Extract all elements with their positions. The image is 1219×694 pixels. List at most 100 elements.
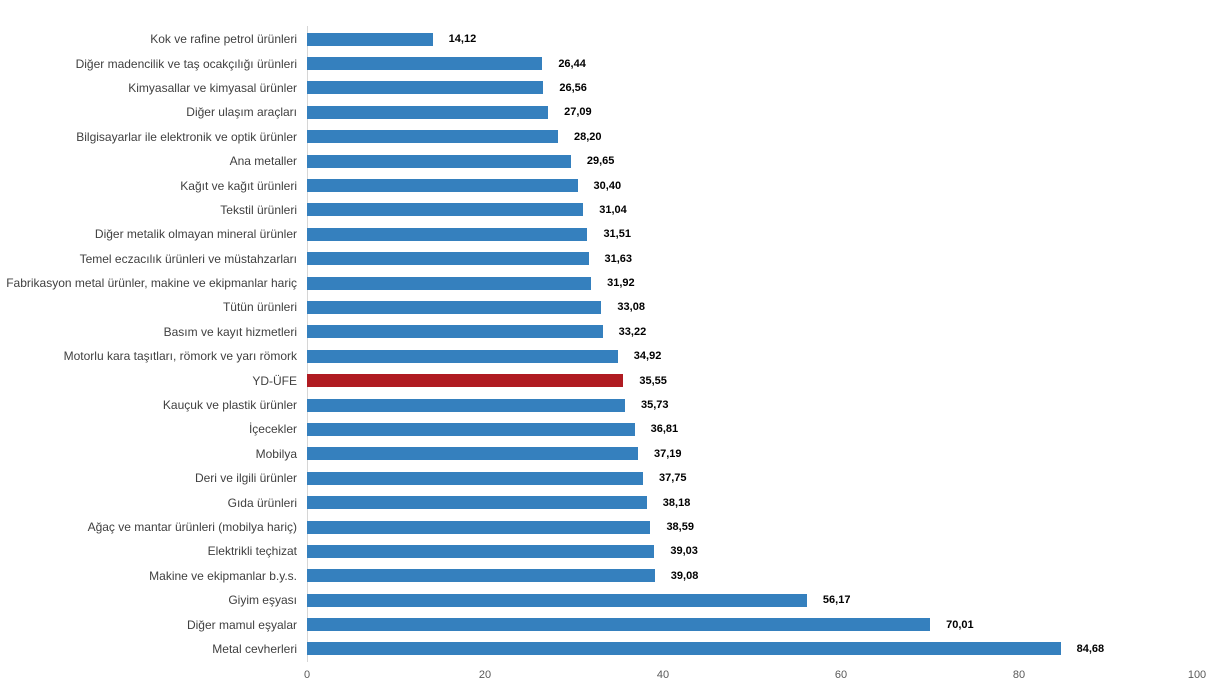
bar-row: Bilgisayarlar ile elektronik ve optik ür… [0, 125, 1197, 149]
bar-row: Tekstil ürünleri 31,04 [0, 198, 1197, 222]
category-label: Fabrikasyon metal ürünler, makine ve eki… [6, 276, 297, 291]
bar-row: Ağaç ve mantar ürünleri (mobilya hariç) 3… [0, 515, 1197, 539]
category-label: Kok ve rafine petrol ürünleri [150, 32, 297, 47]
bar-row: Diğer ulaşım araçları 27,09 [0, 100, 1197, 124]
value-label: 30,40 [593, 179, 622, 192]
bar-row: YD-ÜFE 35,55 [0, 368, 1197, 392]
x-axis-tick-label: 0 [303, 669, 311, 681]
bar-row: Metal cevherleri 84,68 [0, 637, 1197, 661]
y-axis-line [307, 26, 308, 662]
category-label: Temel eczacılık ürünleri ve müstahzarlar… [79, 251, 297, 266]
bar-track: 56,17 [307, 588, 1197, 612]
bar-row: Fabrikasyon metal ürünler, makine ve eki… [0, 271, 1197, 295]
bar-track: 36,81 [307, 417, 1197, 441]
category-label: Giyim eşyası [228, 593, 297, 608]
bar-track: 26,56 [307, 76, 1197, 100]
value-label: 29,65 [586, 155, 615, 168]
x-axis: 0 20 40 60 80 100 [0, 669, 1219, 685]
bar [307, 325, 603, 339]
bar [307, 130, 558, 144]
highlight-bar [307, 374, 624, 388]
bar [307, 447, 638, 461]
value-label: 35,73 [640, 399, 669, 412]
bar-row: Makine ve ekipmanlar b.y.s. 39,08 [0, 564, 1197, 588]
bar-track: 33,08 [307, 295, 1197, 319]
bar [307, 398, 625, 412]
bar-row: Kauçuk ve plastik ürünler 35,73 [0, 393, 1197, 417]
bar-row: İçecekler 36,81 [0, 417, 1197, 441]
bar [307, 81, 544, 95]
bar [307, 105, 549, 119]
bar-track: 28,20 [307, 125, 1197, 149]
bar-track: 35,73 [307, 393, 1197, 417]
value-label: 34,92 [633, 350, 662, 363]
value-label: 31,92 [607, 277, 635, 290]
x-axis-tick-label: 40 [656, 669, 670, 681]
bar [307, 300, 602, 314]
category-label: Kauçuk ve plastik ürünler [162, 398, 297, 413]
bar-track: 27,09 [307, 100, 1197, 124]
category-label: Diğer ulaşım araçları [186, 105, 297, 120]
value-label: 38,18 [662, 496, 691, 509]
bar-track: 84,68 [307, 637, 1197, 661]
x-axis-tick-label: 100 [1187, 669, 1207, 681]
category-label: YD-ÜFE [252, 373, 297, 388]
category-label: Diğer mamul eşyalar [186, 617, 297, 632]
value-label: 36,81 [650, 423, 679, 436]
category-label: Mobilya [255, 446, 297, 461]
category-label: Deri ve ilgili ürünler [194, 471, 297, 486]
value-label: 37,75 [658, 472, 687, 485]
bar-track: 39,08 [307, 564, 1197, 588]
category-label: Bilgisayarlar ile elektronik ve optik ür… [76, 129, 297, 144]
bar-track: 70,01 [307, 612, 1197, 636]
bar-row: Diğer mamul eşyalar 70,01 [0, 612, 1197, 636]
value-label: 56,17 [822, 594, 851, 607]
bar [307, 349, 618, 363]
bar-track: 31,63 [307, 247, 1197, 271]
value-label: 27,09 [564, 106, 592, 119]
value-label: 26,44 [558, 57, 586, 70]
bar-track: 39,03 [307, 539, 1197, 563]
value-label: 14,12 [448, 33, 477, 46]
bar [307, 32, 433, 46]
x-axis-tick-label: 80 [1012, 669, 1026, 681]
bar-track: 37,75 [307, 466, 1197, 490]
bar [307, 422, 635, 436]
bar-row: Temel eczacılık ürünleri ve müstahzarlar… [0, 247, 1197, 271]
bar-row: Mobilya 37,19 [0, 442, 1197, 466]
category-label: Tekstil ürünleri [220, 202, 297, 217]
category-label: İçecekler [248, 422, 297, 437]
bar-row: Kağıt ve kağıt ürünleri 30,40 [0, 173, 1197, 197]
bar-row: Motorlu kara taşıtları, römork ve yarı r… [0, 344, 1197, 368]
value-label: 26,56 [559, 81, 587, 94]
value-label: 39,08 [670, 569, 699, 582]
bar-track: 14,12 [307, 27, 1197, 51]
bar-track: 31,92 [307, 271, 1197, 295]
value-label: 37,19 [653, 447, 682, 460]
bar-track: 31,04 [307, 198, 1197, 222]
value-label: 38,59 [666, 521, 694, 533]
category-label: Diğer metalik olmayan mineral ürünler [94, 227, 297, 242]
bar-row: Kimyasallar ve kimyasal ürünler 26,56 [0, 76, 1197, 100]
bar-track: 33,22 [307, 320, 1197, 344]
bar [307, 618, 931, 632]
value-label: 84,68 [1076, 642, 1105, 655]
bar-track: 38,18 [307, 490, 1197, 514]
value-label: 35,55 [639, 374, 667, 387]
category-label: Kağıt ve kağıt ürünleri [180, 178, 297, 193]
bar [307, 520, 651, 534]
category-label: Gıda ürünleri [227, 495, 297, 510]
bar-track: 38,59 [307, 515, 1197, 539]
bar [307, 154, 571, 168]
value-label: 70,01 [946, 618, 974, 631]
bar-row: Basım ve kayıt hizmetleri 33,22 [0, 320, 1197, 344]
bar-row: Tütün ürünleri 33,08 [0, 295, 1197, 319]
bar-row: Deri ve ilgili ürünler 37,75 [0, 466, 1197, 490]
bar [307, 471, 643, 485]
bar-row: Gıda ürünleri 38,18 [0, 490, 1197, 514]
category-label: Elektrikli teçhizat [207, 544, 297, 559]
value-label: 33,22 [618, 325, 647, 338]
value-label: 39,03 [670, 545, 698, 558]
bar-track: 35,55 [307, 368, 1197, 392]
